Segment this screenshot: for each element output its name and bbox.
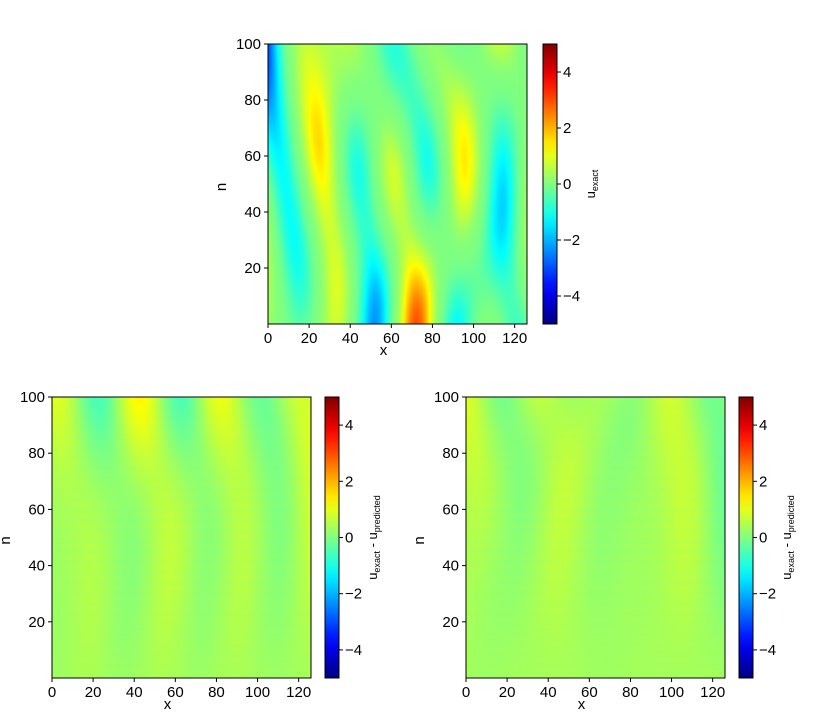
y-tick-label: 80 [442,445,459,462]
y-tick-label: 40 [28,558,45,575]
colorbar-label-part: exact [590,169,600,191]
heatmap-panel-1: 0 20 40 60 80 100 120 20 40 60 80 100 x n −4 −2 0 2 4 uexac… [213,36,600,359]
colorbar-tick-label: −2 [345,586,362,603]
y-tick-label: 80 [28,445,45,462]
y-tick-label: 20 [244,260,261,277]
colorbar-tick-label: −4 [759,642,776,659]
x-tick-label: 80 [208,684,225,701]
colorbar-label-part: predicted [372,495,382,532]
x-tick-label: 80 [622,684,639,701]
colorbar-tick-label: 2 [345,473,353,490]
colorbar-label-part: predicted [786,495,796,532]
x-axis-label: x [578,696,586,713]
plot-frame [51,396,312,679]
heatmap-panel-3: 0 20 40 60 80 100 120 20 40 60 80 100 x n −4 −2 0 2 4 uexac… [411,389,796,713]
heatmap-image [268,44,527,324]
colorbar-tick-label: 0 [759,530,767,547]
y-tick-label: 100 [20,389,45,406]
colorbar [542,43,558,325]
x-tick-label: 60 [167,684,184,701]
x-tick-label: 120 [502,330,527,347]
colorbar-label-part: u [365,573,380,580]
y-axis-label: n [411,536,428,544]
colorbar-tick-label: −4 [563,288,580,305]
colorbar-tick-label: 4 [759,417,767,434]
colorbar-tick-label: −2 [563,232,580,249]
x-tick-label: 40 [540,684,557,701]
x-tick-label: 20 [301,330,318,347]
x-tick-label: 0 [264,330,272,347]
y-tick-label: 40 [244,204,261,221]
x-tick-label: 120 [286,684,311,701]
colorbar-label-part: u [583,191,598,198]
x-tick-label: 60 [581,684,598,701]
y-tick-label: 20 [28,614,45,631]
x-tick-label: 80 [424,330,441,347]
x-axis-label: x [380,342,388,359]
colorbar-tick-label: −2 [759,586,776,603]
x-tick-label: 20 [85,684,102,701]
y-tick-label: 100 [434,389,459,406]
colorbar-tick-label: 0 [345,530,353,547]
y-tick-label: 20 [442,614,459,631]
colorbar-tick-label: 0 [563,176,571,193]
x-tick-label: 20 [499,684,516,701]
x-tick-label: 120 [700,684,725,701]
colorbar-label-part: u [779,573,794,580]
x-tick-label: 40 [342,330,359,347]
colorbar-label: uexact [583,169,600,198]
y-tick-label: 40 [442,558,459,575]
x-tick-label: 100 [659,684,684,701]
colorbar [324,396,340,679]
colorbar-tick-label: 4 [563,64,571,81]
plot-frame [465,396,726,679]
y-axis-label: n [213,183,230,191]
y-tick-label: 60 [244,148,261,165]
y-tick-label: 80 [244,92,261,109]
colorbar-label-part: - u [779,532,794,551]
heatmap-image [466,397,725,678]
colorbar-tick-label: 2 [759,473,767,490]
colorbar-tick-label: 4 [345,417,353,434]
plot-frame [267,43,528,325]
colorbar-tick-label: 2 [563,120,571,137]
colorbar-label-part: exact [372,551,382,573]
colorbar [738,396,754,679]
heatmap-panel-2: 0 20 40 60 80 100 120 20 40 60 80 100 x n −4 −2 0 2 4 uexac… [0,389,382,713]
colorbar-label: uexact - upredicted [779,495,796,580]
x-tick-label: 0 [48,684,56,701]
y-tick-label: 100 [236,36,261,53]
colorbar-label-part: exact [786,551,796,573]
x-tick-label: 100 [245,684,270,701]
x-tick-label: 40 [126,684,143,701]
colorbar-tick-label: −4 [345,642,362,659]
heatmap-image [52,397,311,678]
y-tick-label: 60 [28,501,45,518]
colorbar-label: uexact - upredicted [365,495,382,580]
x-tick-label: 60 [383,330,400,347]
y-tick-label: 60 [442,501,459,518]
x-tick-label: 0 [462,684,470,701]
x-axis-label: x [164,696,172,713]
colorbar-label-part: - u [365,532,380,551]
x-tick-label: 100 [461,330,486,347]
y-axis-label: n [0,536,14,544]
